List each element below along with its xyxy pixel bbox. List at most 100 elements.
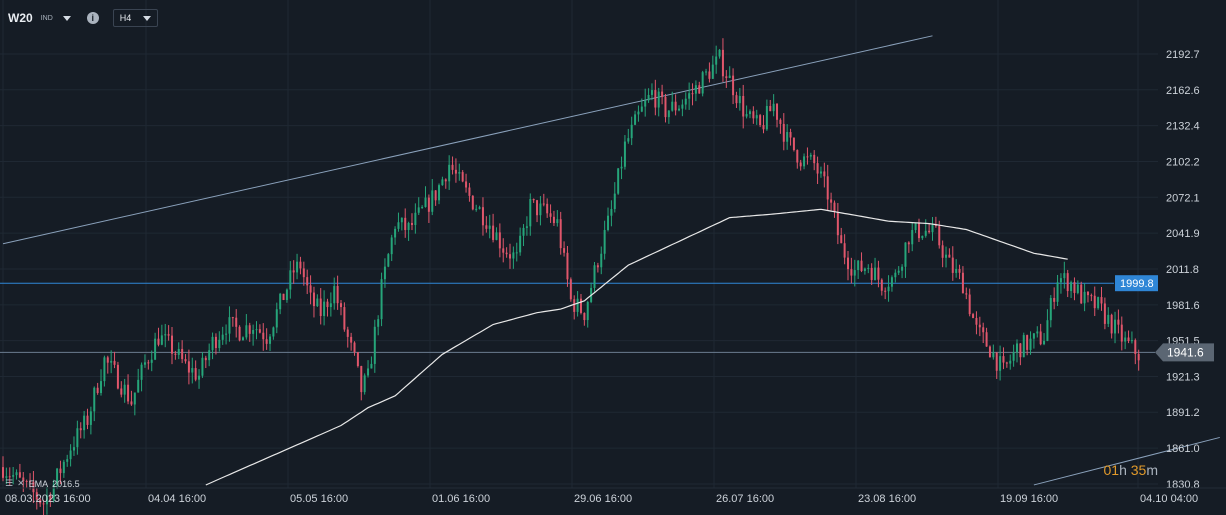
candle [400,217,403,231]
candle-body [265,339,268,344]
candle [806,147,809,165]
symbol-name[interactable]: W20 [8,11,33,25]
info-icon[interactable]: i [86,12,99,24]
trend-line [2,35,933,245]
timer-hours: 01 [1103,462,1120,478]
indicator-remove-icon[interactable]: ✕ [17,478,25,488]
candle-body [8,476,11,478]
candle [674,94,677,116]
candle [8,467,11,486]
candle-body [701,72,704,94]
candle [701,70,704,97]
y-tick-label: 1861.0 [1166,443,1200,455]
candle [35,488,38,510]
candle-body [1056,282,1059,302]
candle-body [640,106,643,112]
candle [667,110,670,124]
candle-body [661,91,664,97]
indicator-settings-icon[interactable]: ☰ [5,478,14,488]
candle-body [1046,320,1049,341]
candle [637,105,640,122]
candle-body [911,230,914,245]
candle-body [326,301,329,308]
candle [356,352,359,368]
candle-body [1117,319,1120,325]
candle [377,315,380,336]
candle [245,314,248,340]
candle [1063,261,1066,289]
candle-body [76,428,79,448]
candle-body [1019,343,1022,358]
candle-body [509,254,511,259]
candle [438,183,441,205]
candle [333,277,336,310]
candle [634,110,637,126]
candle [613,182,616,213]
candle-body [221,334,224,340]
symbol-dropdown-icon[interactable] [62,15,71,21]
candle [167,325,170,341]
candle [776,103,779,128]
candle-body [596,265,599,268]
candle [106,355,109,374]
trend-lines[interactable] [2,35,1220,486]
candle [258,324,261,334]
candle [72,436,75,456]
candle [59,460,62,485]
candle [661,84,664,105]
timeframe-dropdown-icon [143,15,152,21]
candle [867,264,870,274]
timeframe-select[interactable]: H4 [112,9,159,27]
candle [688,82,691,110]
indicator-tag[interactable]: ☰ ✕ EMA 2016.5 [5,478,80,489]
candle [201,352,204,378]
candle [120,381,123,398]
candle-body [782,123,785,142]
horizontal-level[interactable] [0,282,1155,353]
y-tick-label: 1830.8 [1166,479,1200,491]
candle-body [475,208,478,210]
candle [1066,269,1069,298]
candle-body [346,329,349,337]
candle [890,275,893,292]
candle-body [2,467,4,478]
candle-body [681,104,684,109]
candle [492,213,495,243]
candle-body [945,254,948,258]
candle [421,205,424,209]
candle-body [103,357,106,382]
candle [1009,354,1012,370]
candle-body [688,93,691,99]
candle-body [671,101,674,111]
candle [684,92,687,110]
candle [86,408,89,430]
candle [786,124,789,150]
candle-body [133,392,136,405]
candle [1002,347,1005,370]
candle [255,321,258,340]
candle [69,444,72,467]
candle [191,357,194,384]
candle [664,93,667,123]
candle-body [961,272,964,294]
time-axis[interactable]: 08.03.2023 16:00 04.04 16:00 05.05 16:00 01… [0,487,1226,505]
y-tick-label: 2041.9 [1166,228,1200,240]
candle [830,192,833,211]
candle [725,70,728,88]
candle [1076,280,1079,295]
candle-body [860,260,863,272]
candle [880,278,883,296]
candle-body [870,267,873,281]
candle [204,355,207,369]
candle [813,150,816,171]
candle-body [792,137,795,151]
candle [248,322,251,342]
price-axis[interactable]: 2192.7 2162.6 2132.4 2102.2 2072.1 2041.9 2011… [1166,49,1200,491]
timer-minutes: 35 [1130,462,1147,478]
candle [765,99,768,131]
candle [367,360,370,378]
candle-body [1100,297,1103,304]
candle [113,351,116,369]
candle-body [1036,331,1039,334]
